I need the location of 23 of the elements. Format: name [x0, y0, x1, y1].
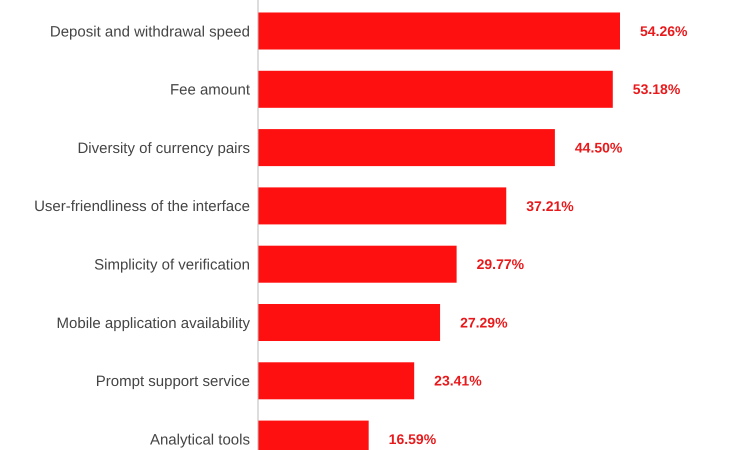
- y-tick-label: Fee amount: [170, 82, 251, 99]
- data-label: 23.41%: [434, 372, 482, 389]
- bar: [258, 187, 506, 224]
- y-tick-label: Analytical tools: [150, 431, 250, 448]
- data-label: 16.59%: [388, 431, 437, 447]
- data-label: 53.18%: [632, 81, 681, 98]
- y-tick-label: Deposit and withdrawal speed: [50, 23, 250, 40]
- y-tick-label: User-friendliness of the interface: [34, 198, 250, 216]
- data-label: 54.26%: [640, 22, 688, 39]
- data-label: 29.77%: [476, 256, 525, 272]
- data-label: 27.29%: [460, 314, 508, 330]
- y-tick-label: Simplicity of verification: [94, 256, 250, 274]
- y-tick-label: Prompt support service: [96, 373, 250, 390]
- data-label: 44.50%: [574, 140, 623, 156]
- bar: [258, 12, 620, 50]
- bar: [258, 246, 457, 283]
- bar: [258, 70, 613, 108]
- bar: [258, 362, 414, 400]
- data-label: 37.21%: [526, 198, 574, 214]
- y-tick-label: Diversity of currency pairs: [77, 140, 250, 157]
- bar: [258, 304, 440, 342]
- y-tick-label: Mobile application availability: [56, 314, 250, 332]
- bar: [258, 129, 555, 166]
